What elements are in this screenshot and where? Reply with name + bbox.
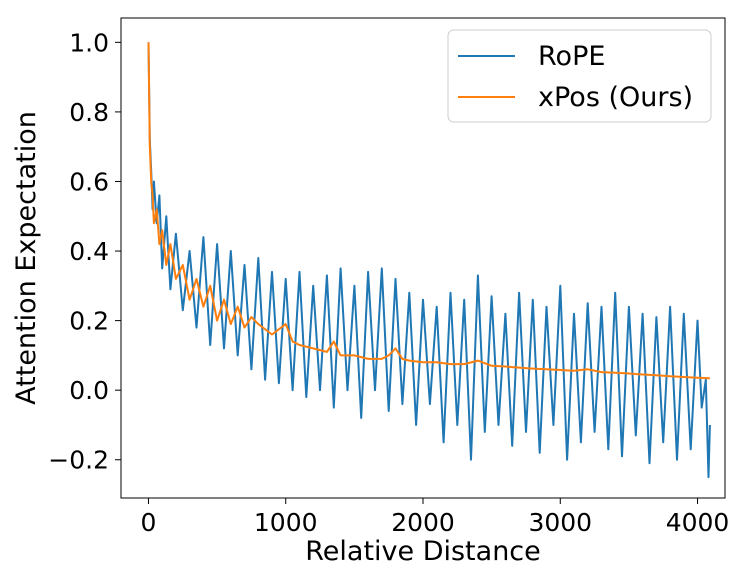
y-tick-label: 1.0 [69, 28, 109, 57]
legend-box [447, 29, 712, 123]
y-tick-label: 0.0 [69, 376, 109, 405]
plot-frame [120, 17, 726, 499]
legend-label-rope: RoPE [538, 41, 605, 72]
x-tick-label: 1000 [254, 508, 318, 537]
legend-label-xpos: xPos (Ours) [538, 82, 693, 113]
plot-area [147, 42, 711, 479]
y-axis-label: Attention Expectation [11, 111, 42, 405]
x-tick-label: 4000 [666, 508, 730, 537]
axis-ticks: 0 1000 2000 3000 4000 −0.2 0.0 0.2 0.4 0.6 0.8 1.0 [48, 28, 729, 537]
series-line-rope [147, 42, 711, 479]
x-axis-label: Relative Distance [305, 536, 541, 567]
x-tick-label: 2000 [391, 508, 455, 537]
y-tick-label: 0.2 [69, 307, 109, 336]
y-tick-label: 0.4 [69, 237, 109, 266]
x-tick-label: 3000 [528, 508, 592, 537]
y-tick-label: 0.8 [69, 98, 109, 127]
x-tick-label: 0 [141, 508, 157, 537]
y-tick-label: −0.2 [48, 446, 109, 475]
y-tick-label: 0.6 [69, 167, 109, 196]
legend: RoPE xPos (Ours) [447, 29, 712, 123]
series-line-xpos-ours [147, 42, 710, 380]
